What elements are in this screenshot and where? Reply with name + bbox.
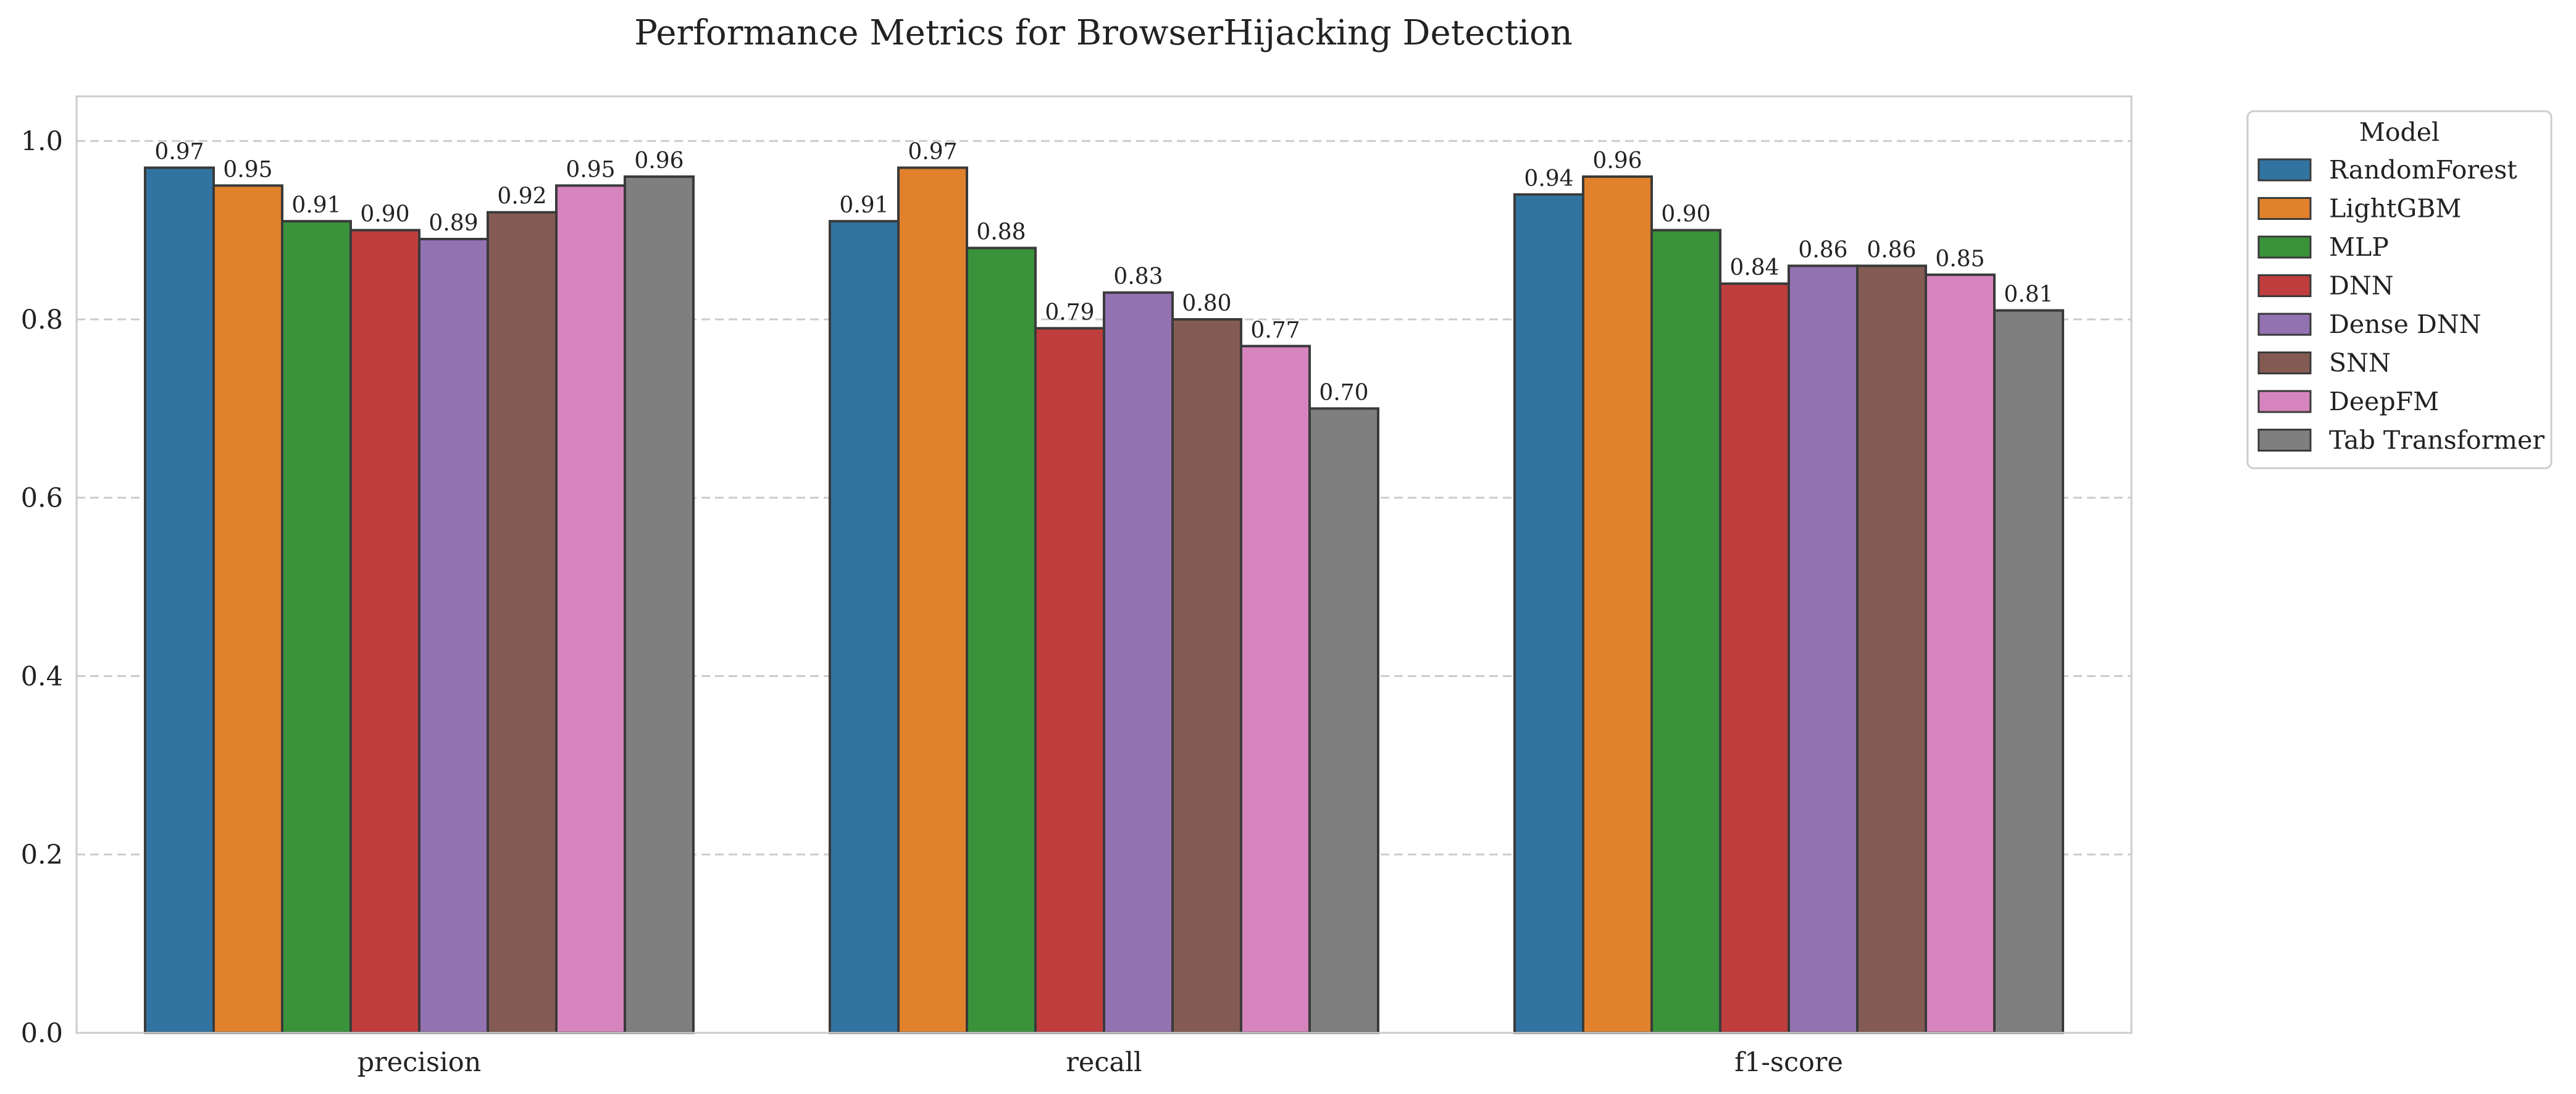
data-label: 0.96 (1592, 148, 1642, 174)
y-tick-label: 1.0 (21, 126, 63, 157)
y-tick-label: 0.4 (21, 661, 63, 692)
data-labels: 0.97 0.95 0.91 0.90 0.89 0.92 0.95 0.96 0.91 0.97… (154, 140, 2053, 406)
bar (418, 238, 489, 1034)
bar (897, 166, 968, 1034)
bar (1171, 318, 1242, 1034)
legend-swatch (2257, 158, 2312, 182)
data-label: 0.94 (1524, 166, 1573, 191)
data-label: 0.84 (1729, 255, 1779, 280)
bar (829, 220, 900, 1035)
legend-swatch (2257, 429, 2312, 452)
legend-swatch (2257, 390, 2312, 413)
data-label: 0.85 (1935, 246, 1984, 272)
bar (1925, 273, 1996, 1034)
y-tick-label: 0.2 (21, 839, 63, 870)
legend-label: DNN (2329, 271, 2394, 301)
legend: Model RandomForest LightGBM MLP DNN Dense DNN… (2246, 110, 2553, 469)
bar (487, 211, 558, 1035)
bar (1719, 282, 1790, 1035)
legend-swatch (2257, 235, 2312, 259)
legend-label: LightGBM (2329, 194, 2461, 224)
legend-label: MLP (2329, 232, 2389, 262)
chart-title: Performance Metrics for BrowserHijacking… (634, 13, 1573, 53)
data-label: 0.83 (1113, 264, 1163, 290)
data-label: 0.91 (291, 193, 341, 218)
legend-swatch (2257, 313, 2312, 336)
bar (1034, 327, 1105, 1034)
data-label: 0.86 (1867, 237, 1916, 263)
bar (349, 229, 420, 1035)
bar (1650, 229, 1721, 1035)
bars (144, 166, 2064, 1035)
bar (555, 184, 626, 1034)
bar (1103, 291, 1174, 1035)
y-tick-label: 0.8 (21, 305, 63, 335)
legend-label: RandomForest (2329, 155, 2517, 185)
legend-label: SNN (2329, 348, 2391, 378)
data-label: 0.77 (1250, 318, 1300, 343)
axes: 0.0 0.2 0.4 0.6 0.8 1.0 precision recall f1-scor… (21, 95, 2133, 1078)
bar (1240, 345, 1311, 1034)
bar (624, 175, 695, 1034)
bar (281, 220, 352, 1035)
bar (212, 184, 283, 1034)
legend-title: Model (2359, 117, 2440, 147)
bar (1513, 193, 1584, 1034)
data-label: 0.96 (634, 148, 684, 174)
data-label: 0.91 (839, 193, 889, 218)
y-tick-label: 0.6 (21, 483, 63, 514)
data-label: 0.97 (154, 140, 204, 165)
legend-swatch (2257, 274, 2312, 297)
data-label: 0.80 (1182, 291, 1231, 316)
legend-swatch (2257, 197, 2312, 220)
legend-swatch (2257, 351, 2312, 374)
legend-box (2246, 110, 2553, 469)
data-label: 0.88 (976, 219, 1026, 245)
bar (1308, 407, 1379, 1034)
x-tick-label: precision (358, 1047, 482, 1078)
data-label: 0.90 (360, 202, 409, 227)
plot-frame (75, 95, 2133, 1034)
bar (1788, 264, 1859, 1034)
data-label: 0.89 (429, 211, 478, 236)
legend-label: Tab Transformer (2329, 426, 2545, 455)
bar (966, 246, 1037, 1034)
data-label: 0.79 (1045, 300, 1094, 325)
data-label: 0.95 (223, 157, 272, 182)
legend-label: DeepFM (2329, 387, 2439, 416)
bar (1582, 175, 1653, 1034)
data-label: 0.70 (1319, 380, 1368, 405)
data-label: 0.95 (566, 157, 615, 182)
x-tick-label: f1-score (1734, 1047, 1843, 1078)
y-tick-label: 0.0 (21, 1018, 63, 1049)
bar (1856, 264, 1927, 1034)
legend-label: Dense DNN (2329, 309, 2482, 339)
data-label: 0.86 (1798, 237, 1847, 263)
data-label: 0.92 (497, 184, 546, 209)
bar (1993, 309, 2064, 1034)
data-label: 0.97 (908, 140, 957, 165)
data-label: 0.81 (2004, 282, 2053, 308)
data-label: 0.90 (1661, 202, 1710, 227)
x-tick-label: recall (1066, 1047, 1142, 1078)
bar (144, 166, 215, 1034)
